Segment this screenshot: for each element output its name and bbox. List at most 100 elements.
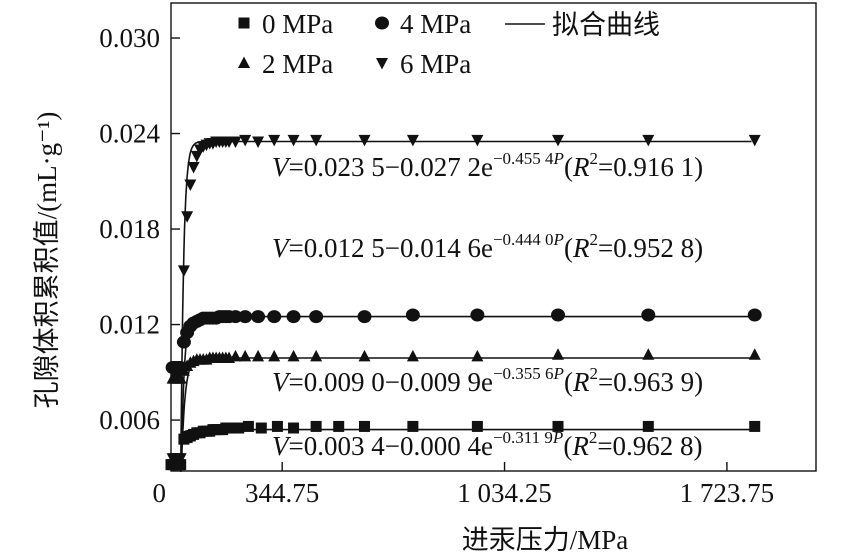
- equation-r: R: [572, 152, 590, 182]
- x-axis-title: 进汞压力/MPa: [462, 525, 629, 555]
- equation-rhs: =0.962 8): [597, 431, 702, 461]
- data-point: [747, 308, 762, 322]
- data-point: [358, 349, 371, 362]
- data-point: [286, 310, 301, 324]
- data-point: [310, 349, 323, 362]
- data-point: [228, 310, 243, 324]
- y-tick-label: 0.012: [99, 310, 160, 340]
- data-point: [310, 134, 323, 147]
- data-point: [242, 420, 254, 432]
- equation-exponent: −0.455 4: [493, 149, 554, 168]
- axis-ticks: 0.006 0.012 0.018 0.024 0.030 0 344.75 1 034.25…: [99, 23, 774, 508]
- equation-exponent: −0.355 6: [493, 364, 554, 383]
- legend-label: 2 MPa: [262, 49, 333, 79]
- y-tick-label: 0.018: [99, 214, 160, 244]
- fit-equation: V=0.003 4−0.000 4e−0.311 9P(R2=0.962 8): [272, 428, 703, 461]
- data-point: [405, 308, 420, 322]
- data-point: [552, 420, 564, 432]
- data-point: [357, 310, 372, 324]
- equation-paren: (: [563, 431, 572, 461]
- equation-var-v: V: [272, 431, 292, 461]
- equation-r: R: [572, 233, 590, 263]
- equation-paren: (: [564, 152, 573, 182]
- data-point: [471, 134, 484, 147]
- equation-exponent: −0.444 0: [493, 230, 554, 249]
- data-point: [268, 349, 281, 362]
- x-tick-label: 0: [153, 478, 167, 508]
- data-point: [267, 310, 282, 324]
- data-point: [238, 310, 253, 324]
- axis-titles: 进汞压力/MPa 孔隙体积累积值/(mL·g⁻¹): [32, 112, 628, 555]
- data-point: [233, 422, 245, 434]
- plot-frame: [170, 2, 817, 472]
- data-point: [551, 308, 565, 322]
- fit-curve: [179, 140, 752, 472]
- equation-lhs: =0.012 5−0.014 6e: [289, 233, 493, 263]
- data-point: [268, 134, 281, 147]
- data-point: [642, 134, 655, 147]
- y-axis-title: 孔隙体积累积值/(mL·g⁻¹): [32, 112, 62, 409]
- legend-marker: [238, 17, 250, 29]
- equation-rhs: =0.952 8): [598, 233, 703, 263]
- legend-marker: [375, 16, 389, 30]
- data-point: [229, 136, 242, 148]
- data-point: [748, 348, 761, 360]
- data-point: [174, 372, 187, 384]
- data-point: [552, 348, 564, 360]
- equation-r-square: 2: [589, 364, 598, 383]
- x-tick-label: 1 034.25: [457, 478, 552, 508]
- data-point: [252, 349, 265, 362]
- equation-r: R: [571, 431, 589, 461]
- data-point: [173, 361, 188, 375]
- equation-rhs: =0.963 9): [598, 367, 703, 397]
- plot-border: [170, 2, 817, 472]
- equation-r-square: 2: [589, 428, 598, 447]
- data-point: [252, 136, 265, 148]
- legend-label: 6 MPa: [400, 49, 471, 79]
- data-point: [358, 134, 371, 147]
- data-point: [333, 420, 345, 432]
- data-point: [641, 308, 656, 322]
- equation-exponent-p: P: [553, 149, 564, 168]
- data-point: [255, 422, 267, 434]
- equation-paren: (: [564, 367, 573, 397]
- legend-marker: [376, 58, 388, 70]
- equation-exponent-p: P: [552, 428, 563, 447]
- data-point: [309, 310, 324, 324]
- data-points: [165, 134, 762, 471]
- data-point: [174, 453, 187, 465]
- equation-r-square: 2: [589, 149, 598, 168]
- data-point: [406, 349, 419, 362]
- y-tick-label: 0.006: [99, 405, 160, 435]
- data-point: [642, 348, 655, 360]
- data-point: [177, 265, 190, 277]
- y-tick-label: 0.030: [99, 23, 160, 53]
- legend: 0 MPa 2 MPa 4 MPa 6 MPa 拟合曲线: [238, 9, 660, 79]
- equation-var-v: V: [272, 233, 292, 263]
- equation-r-square: 2: [589, 230, 598, 249]
- fit-equation: V=0.009 0−0.009 9e−0.355 6P(R2=0.963 9): [272, 364, 703, 397]
- data-point: [470, 308, 485, 322]
- data-point: [251, 310, 266, 324]
- data-point: [310, 420, 322, 432]
- x-tick-label: 1 723.75: [680, 478, 775, 508]
- fit-equations: V=0.023 5−0.027 2e−0.455 4P(R2=0.916 1)V…: [272, 149, 703, 461]
- data-point: [184, 179, 197, 191]
- legend-label-fit: 拟合曲线: [552, 10, 660, 40]
- legend-label: 0 MPa: [262, 9, 333, 39]
- data-point: [359, 420, 370, 432]
- equation-var-v: V: [272, 152, 292, 182]
- data-point: [642, 420, 654, 432]
- data-point: [406, 134, 419, 147]
- data-point: [471, 349, 484, 362]
- equation-var-v: V: [272, 367, 292, 397]
- data-point: [287, 134, 300, 147]
- legend-marker: [238, 56, 250, 68]
- fit-curves: [179, 140, 752, 472]
- equation-exponent: −0.311 9: [493, 428, 553, 447]
- data-point: [748, 134, 761, 147]
- data-point: [471, 420, 483, 432]
- equation-exponent-p: P: [553, 364, 564, 383]
